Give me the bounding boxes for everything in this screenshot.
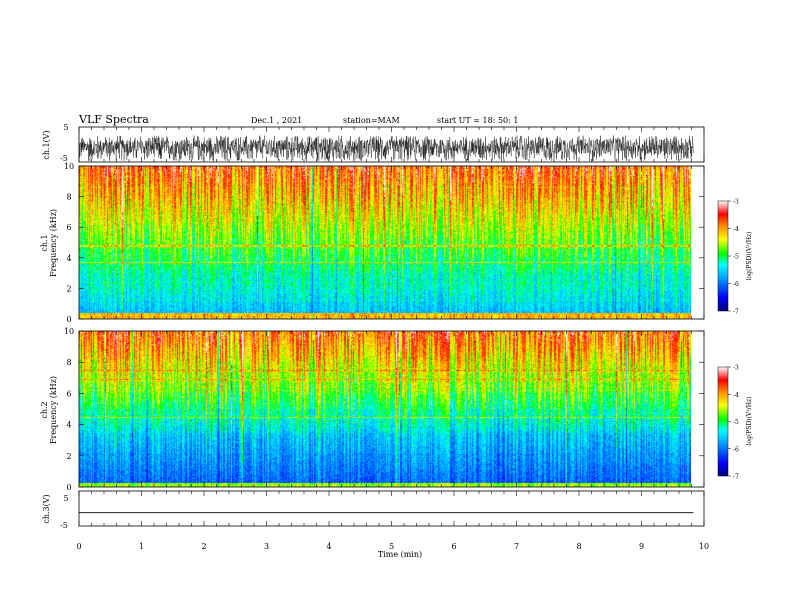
- y-tick-label: 8: [66, 193, 71, 202]
- y-tick-label: 4: [66, 254, 71, 263]
- y-tick-label: 8: [66, 358, 71, 367]
- colorbar-tick-label: -6: [733, 281, 739, 288]
- ch3-waveform-ylabel: ch.3(V): [42, 494, 51, 523]
- ch2-colorbar-ticks: -3 -4 -5 -6 -7: [728, 365, 739, 481]
- x-tick-label: 8: [576, 542, 581, 551]
- colorbar-tick-label: -7: [733, 474, 739, 481]
- ch2-spectrogram-yticks: 0 2 4 6 8 10: [64, 327, 704, 492]
- ch1-waveform-trace: [78, 135, 694, 162]
- y-tick-label: 10: [64, 162, 74, 171]
- time-axis-ticks: [78, 127, 705, 526]
- x-tick-label: 6: [451, 542, 456, 551]
- x-tick-label: 2: [201, 542, 206, 551]
- time-axis-tick-labels: 0 1 2 3 4 5 6 7 8 9 10: [76, 542, 709, 551]
- ch2-colorbar: [717, 366, 729, 477]
- y-tick-label: 0: [66, 315, 71, 324]
- ch1-spectrogram-yticks: 0 2 4 6 8 10: [64, 162, 704, 324]
- colorbar-tick-label: -4: [733, 392, 739, 399]
- y-tick-label: 10: [64, 327, 74, 336]
- y-tick-label: 6: [66, 389, 71, 398]
- ch1-spectrogram-ylabel-1: ch.1: [40, 234, 49, 251]
- y-tick-label: 4: [66, 421, 71, 430]
- ch1-colorbar: [717, 200, 729, 312]
- ch3-waveform-ytick-top: 5: [63, 494, 68, 503]
- colorbar-tick-label: -3: [733, 199, 739, 206]
- colorbar-tick-label: -3: [733, 365, 739, 372]
- colorbar-tick-label: -7: [733, 309, 739, 316]
- colorbar-tick-label: -5: [733, 254, 739, 261]
- figure-title: VLF Spectra: [78, 113, 149, 126]
- header-date: Dec.1 , 2021: [251, 116, 302, 125]
- x-tick-label: 0: [76, 542, 81, 551]
- time-axis-label: Time (min): [378, 550, 422, 559]
- ch3-waveform-ytick-bottom: -5: [60, 521, 68, 530]
- x-tick-label: 1: [139, 542, 144, 551]
- y-tick-label: 2: [66, 284, 71, 293]
- ch1-colorbar-label: log(PSD)(V²/Hz): [746, 232, 753, 281]
- ch1-waveform-ytick-bottom: -5: [60, 154, 68, 163]
- ch2-spectrogram-image: [79, 331, 691, 487]
- x-tick-label: 4: [326, 542, 331, 551]
- colorbar-tick-label: -6: [733, 446, 739, 453]
- x-tick-label: 9: [639, 542, 644, 551]
- x-tick-label: 10: [699, 542, 709, 551]
- header-start-ut: start UT = 18: 50: 1: [437, 116, 518, 125]
- header-station: station=MAM: [343, 116, 400, 125]
- y-tick-label: 2: [66, 452, 71, 461]
- colorbar-tick-label: -5: [733, 419, 739, 426]
- ch1-waveform-ytick-top: 5: [63, 123, 68, 132]
- ch2-spectrogram-ylabel-2: Frequency (kHz): [49, 376, 58, 444]
- y-tick-label: 6: [66, 223, 71, 232]
- x-tick-label: 3: [264, 542, 269, 551]
- y-tick-label: 0: [66, 483, 71, 492]
- ch1-waveform-ylabel: ch.1(V): [42, 130, 51, 159]
- ch3-waveform-frame: [78, 490, 705, 527]
- ch1-spectrogram-image-wrap: [79, 166, 691, 319]
- ch2-colorbar-label: log(PSD)(V²/Hz): [746, 397, 753, 446]
- x-tick-label: 5: [389, 542, 394, 551]
- ch2-spectrogram-image-wrap: [79, 331, 691, 487]
- x-tick-label: 7: [514, 542, 519, 551]
- ch2-spectrogram-ylabel-1: ch.2: [40, 401, 49, 418]
- colorbar-tick-label: -4: [733, 226, 739, 233]
- ch1-spectrogram-image: [79, 166, 691, 319]
- ch1-colorbar-ticks: -3 -4 -5 -6 -7: [728, 199, 739, 316]
- ch1-spectrogram-ylabel-2: Frequency (kHz): [49, 209, 58, 277]
